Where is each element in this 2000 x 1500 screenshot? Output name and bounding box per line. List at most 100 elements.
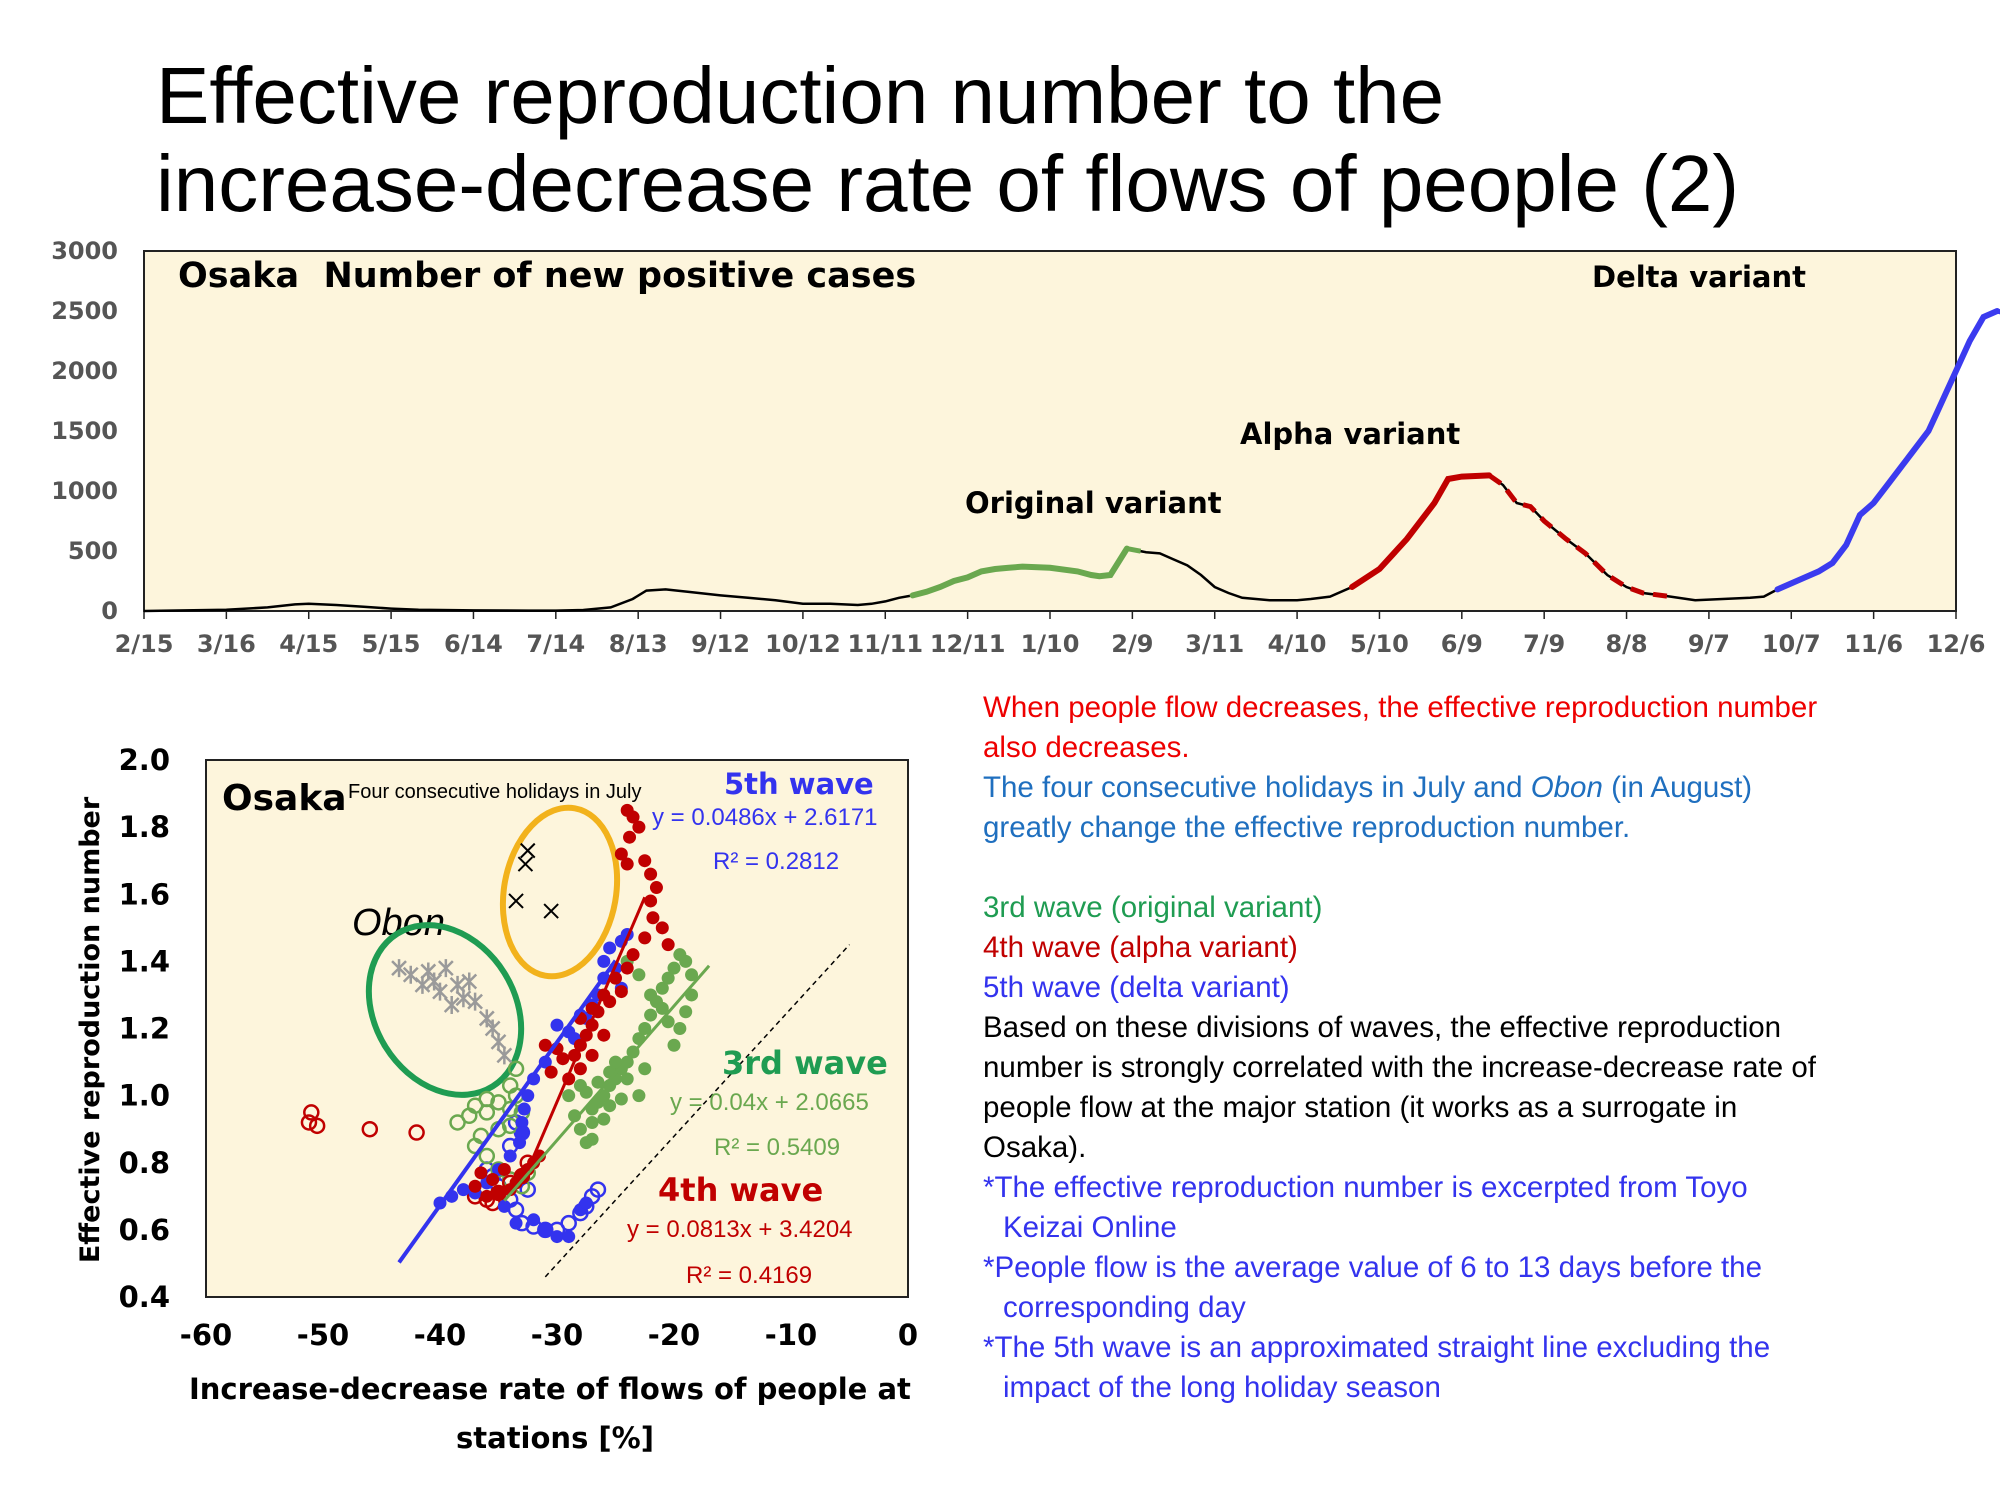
cases-y-tick: 3000 <box>51 237 118 265</box>
cases-x-tick: 12/11 <box>930 630 1006 658</box>
scatter-point-4th-wave <box>573 1062 587 1076</box>
scatter-x-tick: -50 <box>297 1318 349 1352</box>
scatter-y-tick: 1.6 <box>119 877 170 911</box>
scatter-fit-line-4th-wave <box>526 896 647 1171</box>
scatter-point-open-4th-wave <box>361 1120 379 1138</box>
note-blue-1: The four consecutive holidays in July an… <box>983 768 1983 808</box>
annotation-alpha-variant: Alpha variant <box>1240 417 1460 451</box>
scatter-point-5th-wave <box>517 1102 531 1116</box>
note-3rd-wave: 3rd wave (original variant) <box>983 891 1323 924</box>
scatter-point-3rd-wave <box>679 954 693 968</box>
note-black-1: Based on these divisions of waves, the e… <box>983 1011 1782 1044</box>
cases-y-tick: 2500 <box>51 297 118 325</box>
scatter-point-open-4th-wave <box>303 1104 320 1121</box>
scatter-point-5th-wave <box>456 1183 470 1197</box>
annotation-original-variant: Original variant <box>965 486 1222 520</box>
scatter-point-5th-wave <box>527 1213 541 1227</box>
scatter-point-4th-wave <box>538 1038 552 1052</box>
scatter-point-3rd-wave <box>591 1075 605 1089</box>
cases-y-tick: 500 <box>68 537 118 565</box>
scatter-point-3rd-wave <box>562 1089 576 1103</box>
cases-x-tick: 8/8 <box>1605 630 1647 658</box>
scatter-point-open-3rd-wave <box>507 1060 525 1078</box>
scatter-point-4th-wave <box>620 961 634 975</box>
reference-dashed-line <box>544 944 851 1278</box>
wave3-equation: y = 0.04x + 2.0665 <box>670 1089 869 1116</box>
wave5-r2: R² = 0.2812 <box>713 848 839 875</box>
scatter-point-5th-wave <box>538 1223 552 1237</box>
scatter-point-3rd-wave <box>667 961 681 975</box>
scatter-point-4th-wave <box>503 1183 517 1197</box>
scatter-point-3rd-wave <box>579 1136 593 1150</box>
note-spacer <box>983 848 1983 888</box>
scatter-point-3rd-wave <box>667 1038 681 1052</box>
scatter-point-obon <box>391 959 407 978</box>
note-4th-wave: 4th wave (alpha variant) <box>983 931 1298 964</box>
cases-line-3rd-wave-rise <box>909 545 1130 599</box>
note-blue-1-tail: (in August) <box>1602 771 1753 804</box>
cases-x-tick: 9/7 <box>1688 630 1730 658</box>
note-black-2: number is strongly correlated with the i… <box>983 1051 1816 1084</box>
scatter-point-3rd-wave <box>632 1089 646 1103</box>
scatter-point-obon <box>414 975 431 994</box>
scatter-point-3rd-wave <box>585 1115 599 1129</box>
scatter-point-holiday <box>508 893 524 909</box>
cases-x-tick: 10/7 <box>1762 630 1821 658</box>
cases-x-tick: 12/6 <box>1927 630 1986 658</box>
cases-y-tick: 2000 <box>51 357 118 385</box>
scatter-point-3rd-wave <box>620 1072 634 1086</box>
cases-line-chart: Osaka Number of new positive cases 0 500 1… <box>51 237 2000 658</box>
scatter-point-obon <box>437 959 454 978</box>
note-red-1: When people flow decreases, the effectiv… <box>983 691 1818 724</box>
scatter-y-tick: 1.2 <box>119 1012 170 1046</box>
cases-x-tick: 5/10 <box>1350 630 1409 658</box>
cases-x-tick: 11/11 <box>847 630 923 658</box>
scatter-point-open-3rd-wave <box>478 1147 496 1165</box>
scatter-point-4th-wave <box>468 1179 482 1193</box>
scatter-point-3rd-wave <box>568 1109 582 1123</box>
note-star-3b: impact of the long holiday season <box>1003 1371 1441 1404</box>
scatter-point-4th-wave <box>638 854 652 868</box>
scatter-point-3rd-wave <box>573 1122 587 1136</box>
scatter-point-5th-wave <box>515 1115 529 1129</box>
scatter-x-tick: -20 <box>648 1318 700 1352</box>
scatter-point-5th-wave <box>603 941 617 955</box>
scatter-point-3rd-wave <box>685 968 699 982</box>
scatter-x-axis-label-line-2: stations [%] <box>456 1421 654 1455</box>
scatter-point-obon <box>455 989 472 1008</box>
scatter-point-open-4th-wave <box>408 1124 425 1141</box>
note-black-4: Osaka). <box>983 1131 1087 1164</box>
cases-plot-area <box>143 250 1957 612</box>
cases-x-tick: 4/10 <box>1268 630 1327 658</box>
scatter-point-open-5th-wave <box>537 1221 554 1239</box>
scatter-y-tick: 2.0 <box>119 743 170 777</box>
holidays-ellipse <box>499 804 621 980</box>
scatter-point-3rd-wave <box>661 971 675 985</box>
scatter-point-holiday <box>517 856 534 872</box>
scatter-point-3rd-wave <box>638 1022 652 1035</box>
scatter-point-obon <box>443 996 460 1015</box>
scatter-point-5th-wave <box>579 1196 593 1210</box>
scatter-point-4th-wave <box>632 820 646 834</box>
scatter-point-5th-wave <box>521 1089 535 1103</box>
scatter-point-3rd-wave <box>679 1005 693 1019</box>
scatter-point-4th-wave <box>556 1052 570 1066</box>
scatter-point-5th-wave <box>503 1149 517 1163</box>
scatter-x-axis-label: Increase-decrease rate of flows of peopl… <box>189 1372 921 1455</box>
cases-x-tick: 11/6 <box>1844 630 1903 658</box>
scatter-point-3rd-wave <box>655 981 669 995</box>
scatter-point-3rd-wave <box>638 1062 652 1076</box>
cases-x-tick: 4/15 <box>279 630 338 658</box>
cases-x-tick: 7/9 <box>1523 630 1565 658</box>
scatter-point-4th-wave <box>614 985 628 999</box>
scatter-point-4th-wave <box>597 1028 611 1042</box>
holidays-label: Four consecutive holidays in July <box>348 781 641 803</box>
scatter-point-5th-wave <box>597 954 611 968</box>
cases-line-4th-wave-fall <box>1487 473 1671 600</box>
scatter-point-4th-wave <box>661 938 675 952</box>
note-black-3: people flow at the major station (it wor… <box>983 1091 1738 1124</box>
cases-line-3rd-wave-fall <box>1126 546 1147 555</box>
cases-x-tick: 6/14 <box>444 630 503 658</box>
scatter-y-tick: 0.4 <box>119 1280 170 1314</box>
wave4-r2: R² = 0.4169 <box>686 1262 812 1289</box>
